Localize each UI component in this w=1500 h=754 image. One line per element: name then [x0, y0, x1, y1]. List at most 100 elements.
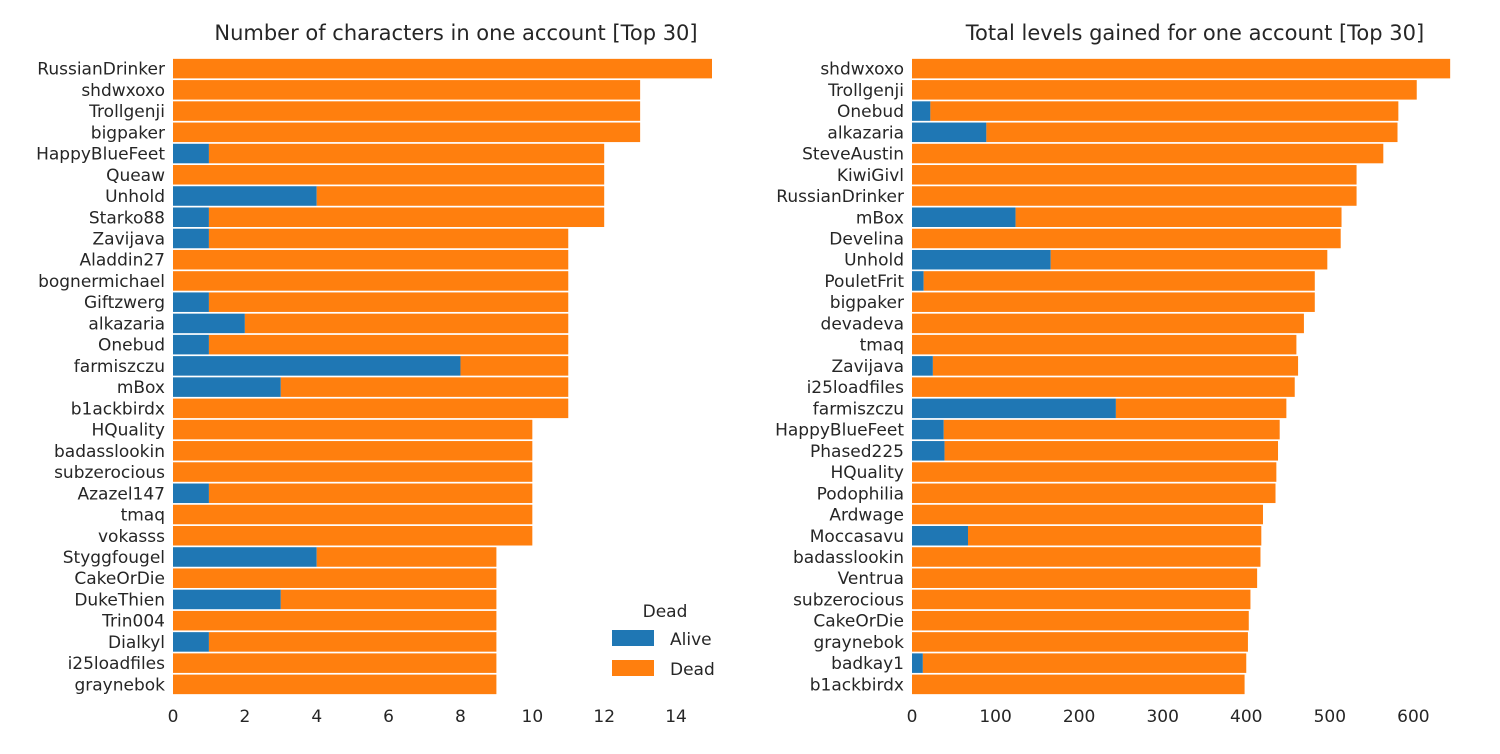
bar-dead-Dialkyl: [208, 632, 497, 652]
category-label: alkazaria: [88, 314, 165, 334]
x-tick-label: 400: [1230, 707, 1262, 727]
bar-dead-CakeOrDie: [173, 568, 497, 588]
bar-dead-graynebok: [912, 632, 1248, 652]
category-label: devadeva: [821, 314, 904, 334]
category-labels: RussianDrinkershdwxoxoTrollgenjibigpaker…: [36, 60, 165, 696]
bar-dead-HappyBlueFeet: [208, 143, 605, 164]
bar-dead-KiwiGivl: [912, 165, 1357, 185]
bar-dead-tmaq: [173, 504, 533, 525]
category-label: Podophilia: [817, 484, 904, 504]
bar-dead-bognermichael: [173, 271, 569, 291]
bar-dead-farmiszczu: [460, 356, 569, 376]
category-label: Ardwage: [829, 506, 904, 526]
bar-dead-shdwxoxo: [173, 80, 641, 100]
bar-alive-Phased225: [912, 441, 945, 461]
category-label: Styggfougel: [63, 548, 165, 568]
x-tick-label: 600: [1397, 707, 1429, 727]
x-tick-label: 0: [907, 707, 918, 727]
x-tick-label: 8: [455, 707, 466, 727]
bar-dead-PouletFrit: [923, 271, 1315, 291]
x-tick-label: 6: [383, 707, 394, 727]
bar-dead-vokasss: [173, 525, 533, 546]
bar-dead-badasslookin: [912, 547, 1261, 567]
category-label: Starko88: [89, 208, 165, 228]
category-labels: shdwxoxoTrollgenjiOnebudalkazariaSteveAu…: [775, 60, 904, 696]
bar-dead-Giftzwerg: [208, 292, 569, 312]
bar-alive-alkazaria: [173, 313, 245, 334]
bar-dead-Trin004: [173, 610, 497, 631]
legend-swatch-dead: [612, 660, 654, 676]
category-label: bigpaker: [91, 123, 165, 143]
bar-dead-Ventrua: [912, 568, 1258, 588]
bar-alive-mBox: [173, 377, 281, 397]
bar-alive-alkazaria: [912, 122, 987, 143]
bar-dead-Ardwage: [912, 504, 1263, 525]
bar-alive-Starko88: [173, 207, 209, 228]
bar-dead-bigpaker: [173, 122, 641, 143]
x-tick-label: 4: [311, 707, 322, 727]
bar-alive-farmiszczu: [173, 356, 461, 376]
x-tick-label: 100: [979, 707, 1011, 727]
bar-dead-devadeva: [912, 313, 1304, 334]
category-label: Ventrua: [838, 569, 904, 589]
category-label: bigpaker: [830, 293, 904, 313]
category-label: Trollgenji: [88, 102, 165, 122]
category-label: HQuality: [830, 463, 904, 483]
chart-title: Total levels gained for one account [Top…: [965, 21, 1424, 45]
category-label: PouletFrit: [824, 272, 904, 292]
bar-dead-subzerocious: [912, 589, 1251, 610]
bar-dead-CakeOrDie: [912, 610, 1249, 631]
category-label: vokasss: [98, 527, 165, 547]
chart-characters: Number of characters in one account [Top…: [36, 21, 712, 727]
category-label: badkay1: [831, 654, 904, 674]
category-label: i25loadfiles: [68, 654, 166, 674]
bar-alive-PouletFrit: [912, 271, 924, 291]
category-label: subzerocious: [793, 590, 904, 610]
bar-alive-mBox: [912, 207, 1016, 228]
chart-levels: Total levels gained for one account [Top…: [775, 21, 1451, 727]
bar-dead-Zavijava: [208, 228, 569, 249]
legend-label-alive: Alive: [670, 630, 712, 650]
category-label: CakeOrDie: [74, 569, 165, 589]
bar-dead-mBox: [280, 377, 569, 397]
bar-dead-Unhold: [316, 186, 605, 206]
bar-dead-HappyBlueFeet: [943, 419, 1280, 440]
bar-dead-RussianDrinker: [912, 186, 1357, 206]
bar-dead-graynebok: [173, 674, 497, 695]
category-label: Unhold: [105, 187, 165, 207]
category-label: Aladdin27: [80, 251, 165, 271]
category-label: Moccasavu: [810, 527, 904, 547]
bar-dead-subzerocious: [173, 462, 533, 482]
bar-alive-Zavijava: [912, 356, 933, 376]
bar-dead-tmaq: [912, 334, 1297, 355]
bar-dead-Unhold: [1050, 249, 1328, 270]
category-label: alkazaria: [827, 123, 904, 143]
bar-dead-HQuality: [912, 462, 1277, 482]
bar-dead-alkazaria: [244, 313, 569, 334]
category-label: Onebud: [98, 336, 165, 356]
category-label: shdwxoxo: [81, 81, 165, 101]
category-label: badasslookin: [793, 548, 904, 568]
category-label: mBox: [856, 208, 904, 228]
bar-dead-Aladdin27: [173, 249, 569, 270]
category-label: shdwxoxo: [820, 60, 904, 80]
category-label: mBox: [117, 378, 165, 398]
bar-dead-Onebud: [930, 101, 1399, 121]
bar-alive-Zavijava: [173, 228, 209, 249]
legend-swatch-alive: [612, 630, 654, 646]
category-label: Trollgenji: [827, 81, 904, 101]
bar-alive-Moccasavu: [912, 525, 968, 546]
bar-dead-bigpaker: [912, 292, 1315, 312]
category-label: graynebok: [813, 633, 904, 653]
category-label: i25loadfiles: [807, 378, 905, 398]
bar-alive-DukeThien: [173, 589, 281, 610]
category-label: farmiszczu: [74, 357, 165, 377]
bar-dead-Azazel147: [208, 483, 533, 504]
category-label: Giftzwerg: [84, 293, 165, 313]
category-label: RussianDrinker: [37, 60, 165, 80]
category-label: Azazel147: [77, 484, 165, 504]
bar-alive-Unhold: [173, 186, 317, 206]
x-tick-label: 300: [1146, 707, 1178, 727]
